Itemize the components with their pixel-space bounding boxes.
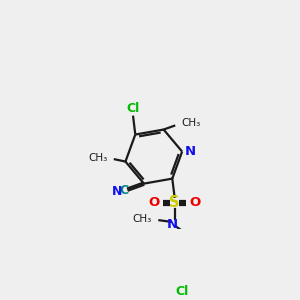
Text: O: O <box>148 196 160 209</box>
Text: N: N <box>112 185 122 198</box>
Text: O: O <box>189 196 201 209</box>
Text: CH₃: CH₃ <box>133 214 152 224</box>
Text: N: N <box>185 145 196 158</box>
Text: S: S <box>169 195 180 210</box>
Text: CH₃: CH₃ <box>88 153 107 163</box>
Text: C: C <box>119 184 128 197</box>
Text: Cl: Cl <box>126 102 140 115</box>
Text: CH₃: CH₃ <box>182 118 201 128</box>
Text: Cl: Cl <box>175 284 188 298</box>
Text: N: N <box>167 218 178 230</box>
